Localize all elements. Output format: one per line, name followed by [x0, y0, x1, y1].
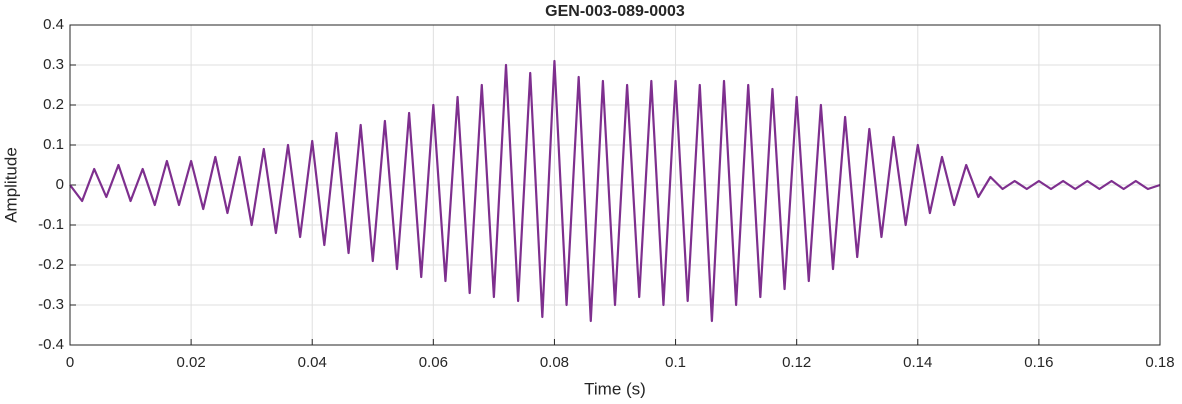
x-tick-label: 0.1: [665, 354, 686, 371]
x-tick-label: 0.12: [782, 354, 811, 371]
y-tick-label: 0.4: [43, 16, 64, 33]
plot-frame: [69, 24, 1161, 346]
x-tick-label: 0.14: [903, 354, 932, 371]
y-axis-label: Amplitude: [1, 147, 20, 223]
x-tick-label: 0.02: [177, 354, 206, 371]
x-tick-label: 0.06: [419, 354, 448, 371]
y-tick-label: -0.1: [38, 216, 64, 233]
y-tick-label: 0.1: [43, 136, 64, 153]
y-tick-label: -0.4: [38, 336, 64, 353]
waveform-line: [69, 59, 1161, 323]
x-tick-label: 0.08: [540, 354, 569, 371]
y-tick-label: -0.2: [38, 256, 64, 273]
x-tick-label: 0.18: [1145, 354, 1174, 371]
y-tick-label: 0: [56, 176, 64, 193]
y-tick-label: -0.3: [38, 296, 64, 313]
chart-title: GEN-003-089-0003: [545, 3, 685, 20]
x-tick-label: 0: [66, 354, 74, 371]
x-tick-label: 0.16: [1024, 354, 1053, 371]
x-tick-label: 0.04: [298, 354, 327, 371]
y-tick-label: 0.3: [43, 56, 64, 73]
y-tick-label: 0.2: [43, 96, 64, 113]
x-axis-label: Time (s): [584, 379, 646, 398]
